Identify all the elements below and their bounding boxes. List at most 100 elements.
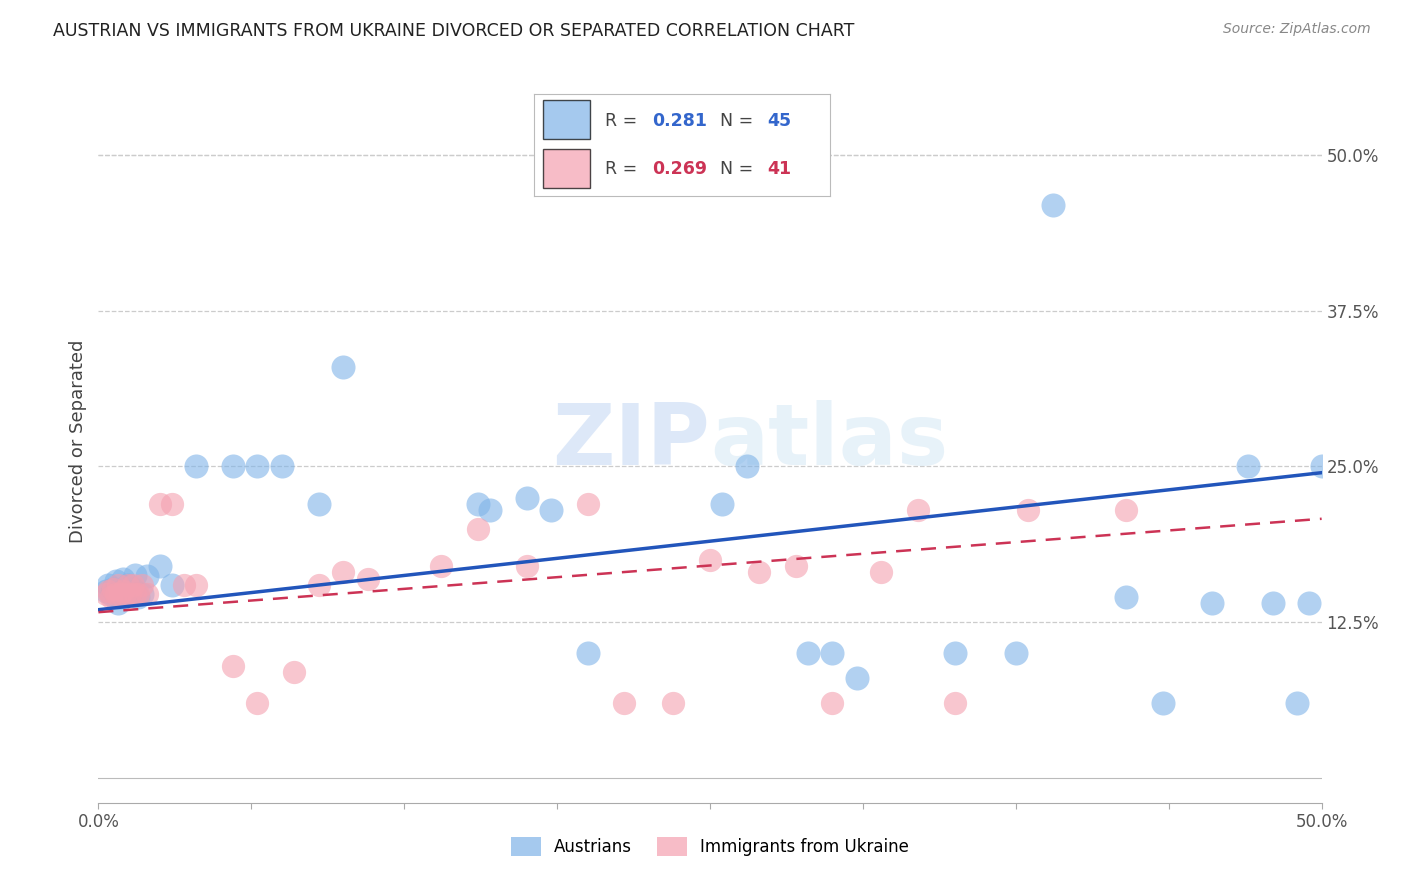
Point xyxy=(270,459,294,474)
Point xyxy=(430,559,453,574)
Point xyxy=(110,591,132,605)
Point xyxy=(943,696,966,710)
Point xyxy=(515,491,537,505)
Text: N =: N = xyxy=(720,160,759,178)
Point xyxy=(821,696,844,710)
Text: 0.269: 0.269 xyxy=(652,160,707,178)
Point xyxy=(121,582,143,596)
FancyBboxPatch shape xyxy=(543,100,591,139)
Y-axis label: Divorced or Separated: Divorced or Separated xyxy=(69,340,87,543)
Text: R =: R = xyxy=(605,112,643,130)
FancyBboxPatch shape xyxy=(543,149,591,188)
Point xyxy=(114,586,136,600)
Point xyxy=(110,586,132,600)
Point xyxy=(613,696,636,710)
Point xyxy=(111,572,134,586)
Point xyxy=(149,497,172,511)
Point xyxy=(160,578,183,592)
Text: ZIP: ZIP xyxy=(553,400,710,483)
Point xyxy=(114,586,136,600)
Point xyxy=(1115,503,1137,517)
Point xyxy=(515,559,537,574)
Point xyxy=(222,658,245,673)
Text: Source: ZipAtlas.com: Source: ZipAtlas.com xyxy=(1223,22,1371,37)
Point xyxy=(97,578,120,592)
Point xyxy=(124,586,146,600)
Text: N =: N = xyxy=(720,112,759,130)
Point xyxy=(121,578,143,592)
Point xyxy=(711,497,734,511)
Point xyxy=(576,646,599,660)
Text: atlas: atlas xyxy=(710,400,948,483)
Point xyxy=(467,497,489,511)
Point xyxy=(699,553,721,567)
Point xyxy=(1017,503,1039,517)
Point xyxy=(308,578,330,592)
Point xyxy=(467,522,489,536)
Point xyxy=(907,503,929,517)
Point xyxy=(1201,597,1223,611)
Point xyxy=(173,578,195,592)
Point xyxy=(748,566,770,580)
Point xyxy=(246,459,269,474)
Text: 0.281: 0.281 xyxy=(652,112,707,130)
Point xyxy=(540,503,562,517)
Point xyxy=(107,578,129,592)
Point xyxy=(186,578,208,592)
Point xyxy=(136,569,159,583)
Point xyxy=(100,586,122,600)
Point xyxy=(735,459,758,474)
Text: AUSTRIAN VS IMMIGRANTS FROM UKRAINE DIVORCED OR SEPARATED CORRELATION CHART: AUSTRIAN VS IMMIGRANTS FROM UKRAINE DIVO… xyxy=(53,22,855,40)
Point xyxy=(120,586,142,600)
Point xyxy=(104,586,127,600)
Point xyxy=(100,591,122,605)
Point xyxy=(1115,591,1137,605)
Point xyxy=(1237,459,1260,474)
Point xyxy=(136,586,159,600)
Point xyxy=(332,359,354,374)
Point xyxy=(1286,696,1309,710)
Point xyxy=(107,597,129,611)
Text: R =: R = xyxy=(605,160,643,178)
Point xyxy=(1042,198,1064,212)
Point xyxy=(131,586,153,600)
Point xyxy=(1004,646,1026,660)
Point xyxy=(94,584,117,599)
Point xyxy=(101,582,124,596)
Point xyxy=(149,559,172,574)
Point xyxy=(332,566,354,580)
Point xyxy=(97,584,120,599)
Point xyxy=(222,459,245,474)
Point xyxy=(1310,459,1333,474)
Legend: Austrians, Immigrants from Ukraine: Austrians, Immigrants from Ukraine xyxy=(505,830,915,863)
Point xyxy=(943,646,966,660)
Point xyxy=(117,578,139,592)
Point xyxy=(785,559,807,574)
Point xyxy=(478,503,501,517)
Point xyxy=(186,459,208,474)
Point xyxy=(246,696,269,710)
Point xyxy=(797,646,820,660)
Point xyxy=(94,586,117,600)
Text: 41: 41 xyxy=(768,160,792,178)
Point xyxy=(845,671,868,685)
Point xyxy=(124,567,146,582)
Point xyxy=(127,586,149,600)
Point xyxy=(1298,597,1320,611)
Point xyxy=(662,696,685,710)
Point xyxy=(160,497,183,511)
Point xyxy=(870,566,893,580)
Point xyxy=(101,582,124,596)
Point xyxy=(1261,597,1284,611)
Point xyxy=(356,572,378,586)
Point xyxy=(127,591,149,605)
Point xyxy=(1152,696,1174,710)
Point xyxy=(131,578,153,592)
Point xyxy=(111,584,134,599)
Point xyxy=(283,665,305,679)
Point xyxy=(120,586,142,600)
Point xyxy=(308,497,330,511)
Point xyxy=(821,646,844,660)
Point xyxy=(117,578,139,592)
Point xyxy=(576,497,599,511)
